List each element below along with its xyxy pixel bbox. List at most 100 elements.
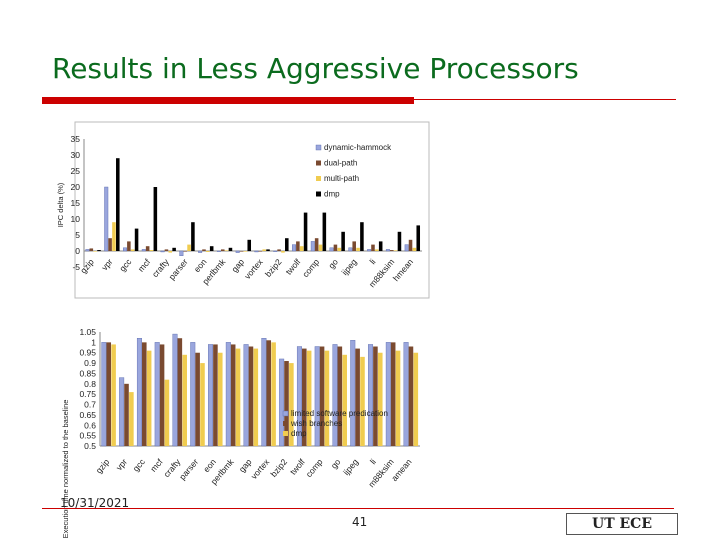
- bar-dmp: [322, 212, 327, 251]
- bar-limited-software-predication: [385, 342, 391, 447]
- bar-dmp: [306, 350, 312, 446]
- y-axis-label: IPC delta (%): [56, 182, 65, 227]
- legend-label: wish branches: [290, 419, 342, 428]
- bar-wish-branches: [106, 342, 112, 446]
- bar-dmp: [146, 350, 152, 446]
- bar-dual-path: [183, 251, 187, 252]
- bar-multi-path: [412, 247, 417, 251]
- bar-dmp: [153, 187, 158, 251]
- bar-limited-software-predication: [368, 344, 374, 447]
- bar-dmp: [397, 231, 402, 251]
- bar-dmp: [360, 356, 365, 446]
- legend-swatch: [316, 160, 321, 166]
- bar-limited-software-predication: [243, 344, 249, 447]
- y-tick-label: 0.8: [84, 379, 96, 389]
- bar-dynamic-hammock: [310, 241, 315, 252]
- bar-dynamic-hammock: [329, 247, 334, 252]
- bar-dynamic-hammock: [123, 247, 127, 252]
- bar-dynamic-hammock: [292, 244, 296, 252]
- bar-multi-path: [337, 247, 342, 251]
- bar-dynamic-hammock: [235, 250, 240, 253]
- bar-limited-software-predication: [296, 346, 302, 447]
- bar-dynamic-hammock: [198, 250, 203, 253]
- bar-wish-branches: [319, 346, 325, 446]
- legend-swatch: [283, 431, 288, 436]
- bar-multi-path: [299, 246, 304, 251]
- legend-swatch: [282, 410, 289, 417]
- y-tick-label: 35: [71, 134, 81, 144]
- bar-dmp: [172, 247, 176, 251]
- bar-wish-branches: [124, 383, 129, 446]
- title-underline-thin: [414, 99, 676, 100]
- bar-limited-software-predication: [350, 340, 356, 447]
- bar-dmp: [134, 228, 139, 251]
- bar-multi-path: [187, 244, 191, 251]
- legend-swatch: [316, 191, 321, 197]
- y-tick-label: 0: [75, 246, 80, 256]
- bar-wish-branches: [195, 352, 200, 446]
- bar-dmp: [111, 344, 116, 446]
- slide-title: Results in Less Aggressive Processors: [52, 52, 579, 85]
- bar-dmp: [200, 363, 205, 446]
- bar-dual-path: [258, 251, 263, 252]
- y-tick-label: 0.95: [79, 348, 96, 358]
- bar-dmp: [253, 348, 259, 446]
- bar-dmp: [266, 249, 270, 251]
- bar-limited-software-predication: [225, 342, 231, 447]
- bar-multi-path: [93, 251, 97, 252]
- bar-dual-path: [389, 250, 394, 251]
- bar-multi-path: [393, 250, 398, 251]
- bar-wish-branches: [390, 342, 396, 446]
- y-tick-label: 0.65: [79, 410, 96, 420]
- bar-dmp: [116, 158, 120, 251]
- bar-dynamic-hammock: [273, 250, 278, 252]
- bar-dynamic-hammock: [85, 249, 90, 252]
- bar-multi-path: [281, 251, 285, 253]
- bar-multi-path: [243, 251, 248, 252]
- bar-dmp: [235, 348, 241, 446]
- bar-multi-path: [375, 249, 379, 251]
- bar-dynamic-hammock: [404, 244, 409, 252]
- bar-dmp: [217, 352, 223, 446]
- bar-limited-software-predication: [314, 346, 320, 447]
- bar-dmp: [342, 354, 347, 446]
- legend-swatch: [283, 421, 288, 426]
- y-tick-label: 5: [75, 230, 80, 240]
- bar-dual-path: [352, 241, 356, 251]
- bar-dynamic-hammock: [254, 250, 259, 253]
- bar-multi-path: [149, 250, 154, 251]
- bar-wish-branches: [302, 348, 307, 446]
- bar-dmp: [129, 392, 134, 446]
- bar-wish-branches: [284, 361, 289, 446]
- bar-dmp: [182, 354, 187, 446]
- bar-dual-path: [333, 244, 338, 251]
- bar-limited-software-predication: [403, 342, 409, 447]
- bar-wish-branches: [213, 344, 218, 446]
- bar-wish-branches: [337, 346, 343, 446]
- y-tick-label: 0.55: [79, 431, 96, 441]
- y-tick-label: 10: [71, 214, 81, 224]
- bar-wish-branches: [373, 346, 378, 446]
- bar-dmp: [285, 238, 289, 251]
- bar-dynamic-hammock: [160, 250, 165, 253]
- x-category-label: li: [367, 257, 377, 266]
- bar-multi-path: [224, 250, 229, 251]
- page-number: 41: [352, 515, 368, 529]
- y-tick-label: 0.85: [79, 368, 96, 378]
- bar-dynamic-hammock: [348, 247, 353, 252]
- bar-wish-branches: [266, 340, 272, 446]
- y-tick-label: 0.9: [84, 358, 96, 368]
- bar-dmp: [360, 222, 364, 251]
- bar-dmp: [303, 212, 308, 251]
- bar-dual-path: [277, 249, 281, 251]
- ut-ece-logo: UT ECE: [566, 513, 678, 535]
- bar-limited-software-predication: [261, 338, 267, 447]
- y-tick-label: 0.5: [84, 441, 96, 451]
- y-tick-label: 30: [71, 150, 81, 160]
- bar-dynamic-hammock: [104, 186, 109, 252]
- legend-label: dual-path: [324, 159, 357, 168]
- chart-top-frame: [74, 121, 430, 299]
- bar-dynamic-hammock: [367, 249, 372, 252]
- bar-dmp: [416, 225, 421, 251]
